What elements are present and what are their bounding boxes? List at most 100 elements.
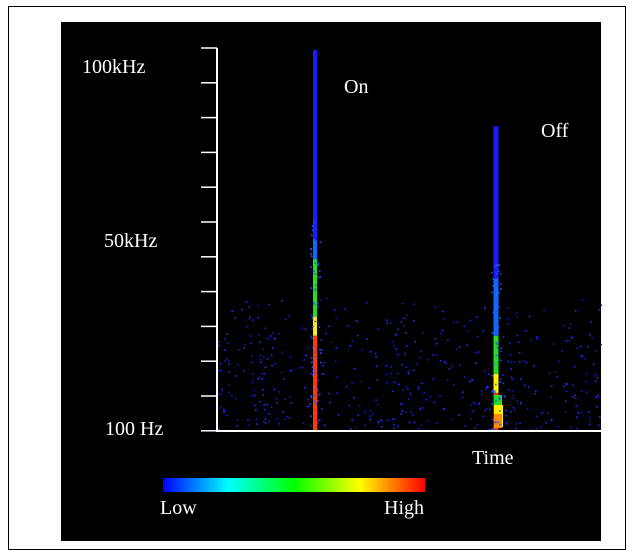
noise-speck xyxy=(248,306,250,309)
event-haze-speck xyxy=(311,255,313,258)
noise-speck xyxy=(422,332,424,334)
event-on-segment-mid-high xyxy=(313,316,317,336)
noise-speck xyxy=(530,339,533,342)
noise-speck xyxy=(469,319,472,322)
noise-speck xyxy=(237,419,239,421)
noise-speck xyxy=(441,329,444,332)
noise-speck xyxy=(364,410,366,413)
noise-speck xyxy=(484,409,486,412)
event-haze-speck xyxy=(310,287,313,289)
noise-speck xyxy=(228,383,230,386)
noise-speck xyxy=(303,359,306,361)
noise-speck xyxy=(369,350,372,353)
noise-speck xyxy=(282,411,284,413)
noise-speck xyxy=(524,330,526,332)
noise-speck xyxy=(572,396,575,398)
noise-speck xyxy=(512,394,515,396)
event-haze-speck xyxy=(499,272,502,275)
event-haze-speck xyxy=(312,351,315,353)
event-haze-speck xyxy=(310,415,313,417)
noise-speck xyxy=(545,422,547,424)
noise-speck xyxy=(333,308,336,311)
noise-speck xyxy=(434,306,437,308)
noise-speck xyxy=(280,371,283,374)
noise-speck xyxy=(247,423,250,426)
noise-speck xyxy=(510,361,512,364)
noise-speck xyxy=(500,350,502,352)
noise-speck xyxy=(415,363,418,366)
noise-speck xyxy=(273,338,276,340)
noise-speck xyxy=(452,384,455,386)
noise-speck xyxy=(278,391,280,393)
noise-speck xyxy=(590,320,592,323)
event-haze-speck xyxy=(314,394,316,397)
noise-speck xyxy=(265,404,268,406)
noise-speck xyxy=(477,351,480,353)
noise-speck xyxy=(217,370,220,372)
noise-speck xyxy=(276,402,278,404)
noise-speck xyxy=(410,392,412,395)
noise-speck xyxy=(270,335,273,337)
noise-speck xyxy=(243,347,245,349)
noise-speck xyxy=(550,419,553,422)
noise-speck xyxy=(386,319,388,321)
noise-speck xyxy=(260,372,263,375)
noise-speck xyxy=(427,358,429,361)
noise-speck xyxy=(366,301,368,304)
noise-speck xyxy=(275,398,278,400)
event-haze-speck xyxy=(499,317,501,319)
noise-speck xyxy=(397,328,399,331)
noise-speck xyxy=(427,420,430,422)
noise-speck xyxy=(247,419,249,421)
noise-speck xyxy=(235,375,237,377)
noise-speck xyxy=(350,428,352,431)
event-haze-speck xyxy=(314,288,316,291)
noise-speck xyxy=(360,380,363,383)
noise-speck xyxy=(267,337,270,340)
noise-speck xyxy=(488,373,490,375)
event-haze-speck xyxy=(317,422,319,424)
event-haze-speck xyxy=(316,260,319,263)
noise-speck xyxy=(264,327,267,329)
noise-speck xyxy=(504,396,506,399)
noise-speck xyxy=(448,367,451,370)
noise-speck xyxy=(335,347,338,349)
noise-speck xyxy=(419,356,422,359)
event-haze-speck xyxy=(310,395,312,397)
noise-speck xyxy=(432,378,434,380)
noise-speck xyxy=(400,320,403,323)
event-on-segment-mid xyxy=(313,259,317,317)
event-haze-speck xyxy=(491,291,493,294)
noise-speck xyxy=(357,321,359,323)
noise-speck xyxy=(558,360,560,363)
noise-speck xyxy=(552,343,555,345)
noise-speck xyxy=(290,356,292,359)
event-haze-speck xyxy=(494,392,496,394)
event-haze-speck xyxy=(311,316,314,318)
noise-speck xyxy=(335,376,338,378)
noise-speck xyxy=(401,403,403,405)
noise-speck xyxy=(593,375,596,377)
noise-speck xyxy=(257,316,260,319)
noise-speck xyxy=(322,364,324,367)
noise-speck xyxy=(515,423,517,425)
noise-speck xyxy=(592,363,595,366)
noise-speck xyxy=(376,404,379,406)
noise-speck xyxy=(470,404,473,406)
noise-speck xyxy=(516,334,519,337)
noise-speck xyxy=(445,362,447,364)
noise-speck xyxy=(345,385,348,388)
noise-speck xyxy=(353,396,355,399)
noise-speck xyxy=(491,418,494,421)
noise-speck xyxy=(392,418,394,421)
noise-speck xyxy=(463,325,466,328)
event-haze-speck xyxy=(318,419,321,422)
noise-speck xyxy=(228,371,230,373)
noise-speck xyxy=(588,420,591,423)
event-haze-speck xyxy=(310,248,313,250)
noise-speck xyxy=(412,369,415,371)
noise-speck xyxy=(502,382,504,385)
noise-speck xyxy=(328,325,330,328)
noise-speck xyxy=(596,406,598,408)
noise-speck xyxy=(223,411,225,413)
